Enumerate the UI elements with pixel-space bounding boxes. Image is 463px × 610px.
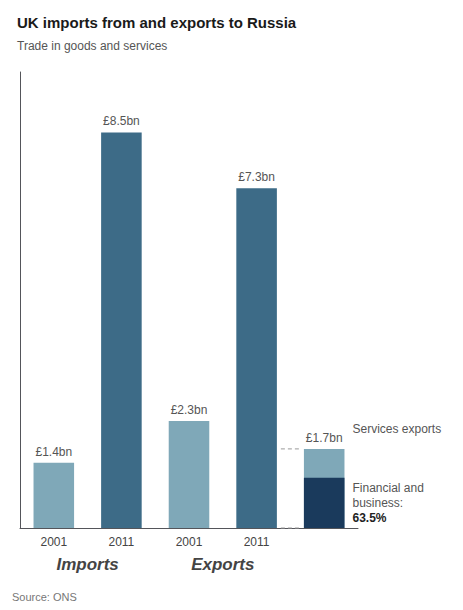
svg-text:2011: 2011 [244, 535, 270, 549]
svg-text:UK imports from and exports to: UK imports from and exports to Russia [17, 14, 297, 31]
svg-text:2011: 2011 [108, 535, 134, 549]
svg-text:Imports: Imports [56, 555, 118, 574]
svg-text:63.5%: 63.5% [352, 511, 386, 525]
svg-text:business:: business: [352, 496, 403, 510]
svg-text:£1.4bn: £1.4bn [35, 445, 72, 459]
svg-text:Financial and: Financial and [352, 481, 423, 495]
svg-text:£1.7bn: £1.7bn [306, 431, 343, 445]
svg-text:Services exports: Services exports [352, 422, 441, 436]
svg-text:£2.3bn: £2.3bn [171, 403, 208, 417]
svg-text:Exports: Exports [191, 555, 254, 574]
svg-text:Trade in goods and services: Trade in goods and services [17, 39, 167, 53]
svg-text:2001: 2001 [40, 535, 67, 549]
svg-text:2001: 2001 [176, 535, 203, 549]
svg-text:Source: ONS: Source: ONS [12, 591, 77, 603]
svg-text:£8.5bn: £8.5bn [103, 114, 140, 128]
svg-text:£7.3bn: £7.3bn [238, 170, 275, 184]
